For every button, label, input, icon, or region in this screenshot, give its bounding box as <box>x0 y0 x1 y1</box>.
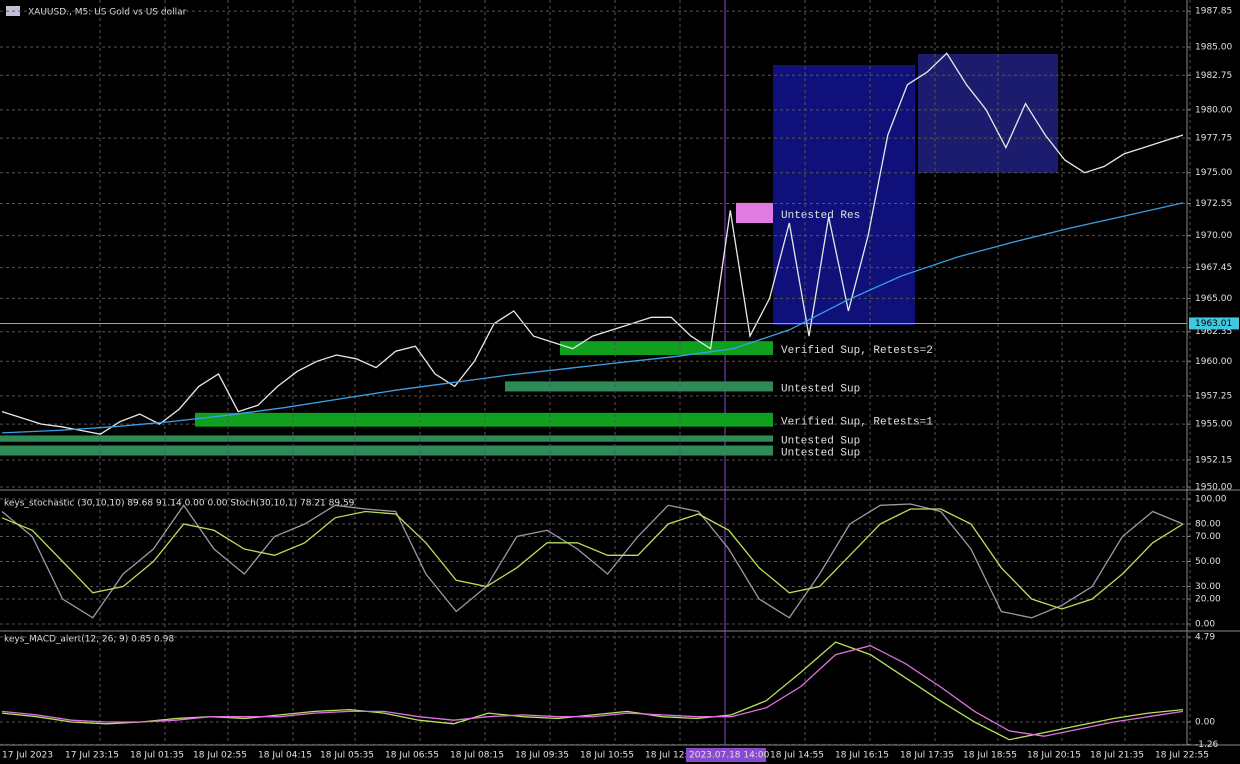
y-tick-label: 50.00 <box>1195 557 1221 567</box>
time-label: 18 Jul 17:35 <box>900 751 954 761</box>
time-label: 18 Jul 21:35 <box>1090 751 1144 761</box>
crosshair-time-box <box>686 748 766 762</box>
series-line <box>1 52 1184 435</box>
time-label: 17 Jul 23:15 <box>65 751 119 761</box>
y-tick-label: 4.79 <box>1195 633 1215 643</box>
series-line <box>1 508 1184 610</box>
y-tick-label: 1977.75 <box>1195 134 1232 144</box>
time-label: 18 Jul 09:35 <box>515 751 569 761</box>
range-box <box>773 65 915 325</box>
y-tick-label: 1952.15 <box>1195 455 1232 465</box>
time-label: 17 Jul 2023 <box>2 751 53 761</box>
zone <box>0 435 773 442</box>
series-line <box>1 645 1184 737</box>
y-tick-label: -1.26 <box>1195 740 1219 750</box>
y-tick-label: 1987.85 <box>1195 7 1232 17</box>
y-tick-label: 1970.00 <box>1195 231 1232 241</box>
zone <box>560 341 773 355</box>
time-label: 18 Jul 14:55 <box>770 751 824 761</box>
time-label: 18 Jul 12:1 <box>645 751 693 761</box>
y-tick-label: 100.00 <box>1195 495 1227 505</box>
y-tick-label: 1957.25 <box>1195 391 1232 401</box>
time-label: 18 Jul 10:55 <box>580 751 634 761</box>
time-label: 18 Jul 08:15 <box>450 751 504 761</box>
current-price-box <box>1189 317 1239 330</box>
time-label: 18 Jul 01:35 <box>130 751 184 761</box>
zone <box>0 445 773 456</box>
y-tick-label: 1982.75 <box>1195 71 1232 81</box>
y-tick-label: 1965.00 <box>1195 294 1232 304</box>
y-tick-label: 1980.00 <box>1195 105 1232 115</box>
y-tick-label: 1962.35 <box>1195 327 1232 337</box>
time-label: 18 Jul 22:55 <box>1155 751 1209 761</box>
series-line <box>1 202 1184 434</box>
zone-label: Untested Sup <box>781 447 860 459</box>
y-tick-label: 1955.00 <box>1195 420 1232 430</box>
y-tick-label: 70.00 <box>1195 532 1221 542</box>
y-tick-label: 1985.00 <box>1195 43 1232 53</box>
zone <box>195 412 773 427</box>
zone <box>505 381 773 392</box>
time-label: 18 Jul 06:55 <box>385 751 439 761</box>
time-label: 18 Jul 18:55 <box>963 751 1017 761</box>
y-tick-label: 1950.00 <box>1195 483 1232 493</box>
y-tick-label: 20.00 <box>1195 595 1221 605</box>
time-label: 18 Jul 04:15 <box>258 751 312 761</box>
panel-title: keys_stochastic (30,10,10) 89.68 91.14 0… <box>4 499 355 509</box>
zone-label: Verified Sup, Retests=2 <box>781 345 933 357</box>
y-tick-label: 1975.00 <box>1195 168 1232 178</box>
y-tick-label: 0.00 <box>1195 620 1215 630</box>
y-tick-label: 0.00 <box>1195 718 1215 728</box>
current-price-label: 1963.01 <box>1195 319 1232 329</box>
zone <box>736 202 773 223</box>
zone-label: Untested Sup <box>781 436 860 448</box>
zone-label: Untested Sup <box>781 383 860 395</box>
chart-title: XAUUSD., M5: US Gold vs US dollar <box>28 8 187 18</box>
y-tick-label: 1960.00 <box>1195 357 1232 367</box>
y-tick-label: 80.00 <box>1195 520 1221 530</box>
zone-label: Untested Res <box>781 210 860 222</box>
y-tick-label: 1967.45 <box>1195 263 1232 273</box>
y-tick-label: 1972.55 <box>1195 199 1232 209</box>
time-label: 18 Jul 02:55 <box>193 751 247 761</box>
time-label: 18 Jul 20:15 <box>1027 751 1081 761</box>
crosshair-time: 2023.07.18 14:00 <box>689 751 770 761</box>
zone-label: Verified Sup, Retests=1 <box>781 417 933 429</box>
time-label: 18 Jul 05:35 <box>320 751 374 761</box>
time-label: 18 Jul 16:15 <box>835 751 889 761</box>
panel-title: keys_MACD_alert(12, 26, 9) 0.85 0.98 <box>4 635 174 645</box>
y-tick-label: 30.00 <box>1195 582 1221 592</box>
